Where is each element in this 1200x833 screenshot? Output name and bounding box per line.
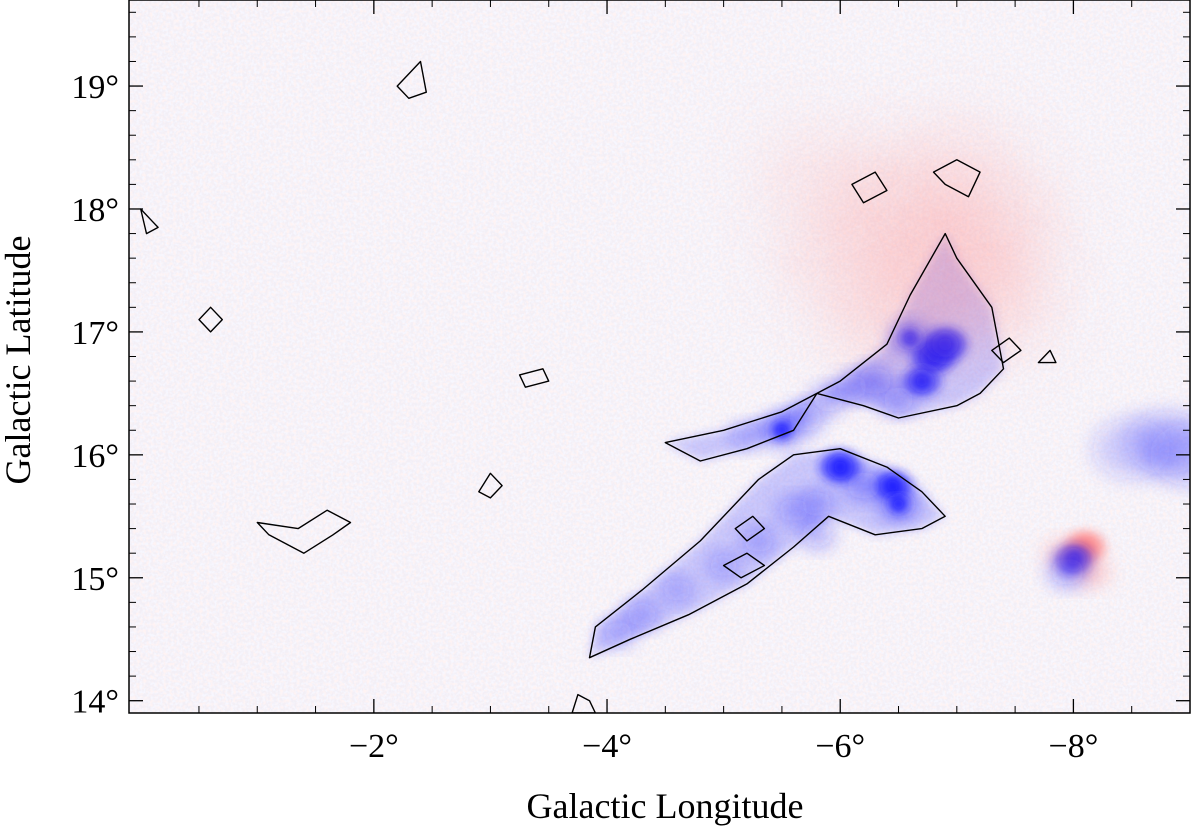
- y-axis-title: Galactic Latitude: [0, 236, 38, 485]
- x-tick-label: −4°: [582, 728, 632, 765]
- contour-upper-left-clump: [396, 60, 427, 99]
- feature-blob: [603, 621, 634, 645]
- feature-blob: [661, 578, 693, 602]
- feature-blob: [1045, 540, 1079, 566]
- contour-northern-filament: [664, 232, 1005, 462]
- feature-blob: [751, 121, 883, 223]
- feature-blob: [742, 528, 775, 554]
- feature-peak: [889, 495, 908, 513]
- feature-blob: [1149, 423, 1190, 487]
- feature-blob: [800, 522, 834, 548]
- feature-peak: [912, 371, 932, 391]
- feature-blob: [846, 472, 882, 500]
- feature-blob: [882, 386, 915, 413]
- contour-edge-clump-b: [198, 306, 223, 333]
- contour-small-clump-a: [518, 368, 550, 388]
- contour-edge-clump-a: [140, 208, 159, 235]
- feature-peak: [773, 421, 791, 440]
- x-tick-label: −6°: [815, 728, 865, 765]
- feature-point-source: [1045, 531, 1109, 586]
- feature-blob: [777, 497, 810, 523]
- feature-north-diffuse: [751, 109, 1063, 377]
- contour-lines: [140, 60, 1057, 713]
- contour-north-clump-a: [851, 171, 888, 204]
- y-tick-label: 14°: [71, 684, 119, 721]
- feature-southern-filament-body: [603, 451, 918, 645]
- contour-small-clump-d: [722, 552, 766, 579]
- axis-ticks: [129, 0, 1191, 713]
- contour-southern-filament: [588, 448, 946, 659]
- contour-bottom-clump: [571, 693, 597, 713]
- contour-small-clump-f: [1037, 349, 1057, 364]
- feature-blob: [835, 374, 869, 400]
- y-tick-label: 18°: [71, 192, 119, 229]
- emission-features: [589, 109, 1190, 658]
- contour-small-clump-b: [478, 472, 503, 499]
- filament-wash-southern-filament: [589, 448, 946, 658]
- feature-right-edge-band: [1092, 411, 1190, 487]
- y-tick-label: 16°: [71, 438, 119, 475]
- feature-blob: [731, 424, 763, 449]
- x-tick-label: −8°: [1049, 728, 1099, 765]
- y-tick-label: 19°: [71, 69, 119, 106]
- contour-small-clump-e: [991, 337, 1022, 364]
- axis-tick-labels: −2° −4° −6° −8° 14° 15° 16° 17° 18° 19°: [71, 69, 1098, 765]
- x-axis-title: Galactic Longitude: [527, 786, 804, 826]
- y-tick-label: 17°: [71, 315, 119, 352]
- feature-blob: [812, 386, 845, 413]
- feature-blob: [626, 602, 658, 627]
- y-tick-label: 15°: [71, 561, 119, 598]
- contour-north-clump-b: [932, 159, 981, 198]
- x-tick-label: −2°: [349, 728, 399, 765]
- contour-left-clump: [256, 509, 352, 554]
- contour-small-clump-c: [734, 515, 766, 542]
- plot-area: [129, 0, 1190, 713]
- feature-peak: [830, 457, 850, 477]
